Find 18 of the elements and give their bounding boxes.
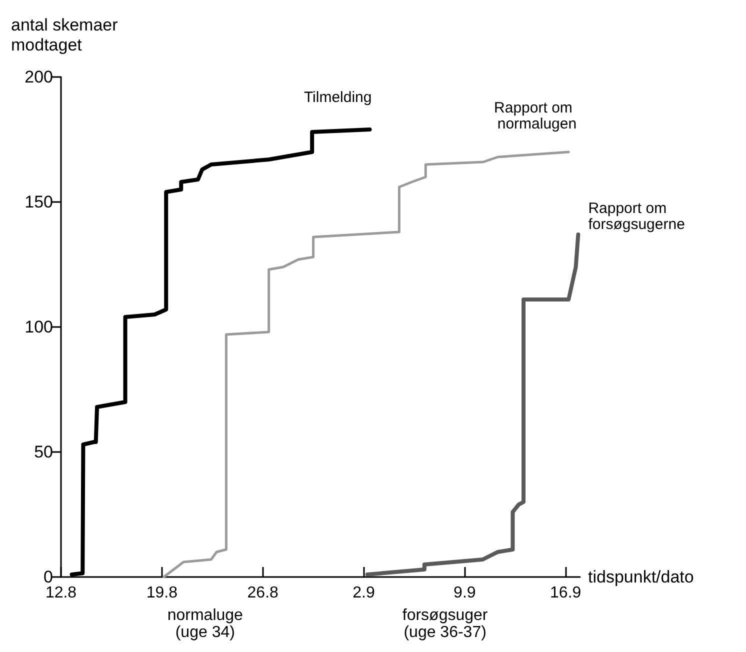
series-label: Tilmelding (304, 89, 372, 106)
y-tick-label: 0 (44, 568, 53, 586)
x-axis-title: tidspunkt/dato (588, 568, 694, 586)
x-tick-label: 9.9 (454, 584, 476, 602)
y-tick-label: 50 (34, 442, 53, 462)
y-tick-label: 150 (24, 192, 53, 212)
x-tick-label: 16.9 (550, 584, 582, 602)
series-label: Rapport om forsøgsugerne (588, 200, 685, 233)
x-tick-label: 12.8 (45, 584, 77, 602)
x-tick-label: 26.8 (247, 584, 279, 602)
text: forsøgsuger (uge 36-37) (402, 607, 488, 641)
y-axis-title: antal skemaer modtaget (11, 16, 118, 54)
series-label: Rapport om normalugen (494, 100, 577, 132)
x-tick-label: 19.8 (146, 584, 178, 602)
x-tick-label: 2.9 (352, 584, 375, 602)
y-tick-label: 200 (24, 68, 53, 86)
text: normaluge (uge 34) (167, 607, 244, 641)
y-tick-label: 100 (24, 318, 53, 336)
